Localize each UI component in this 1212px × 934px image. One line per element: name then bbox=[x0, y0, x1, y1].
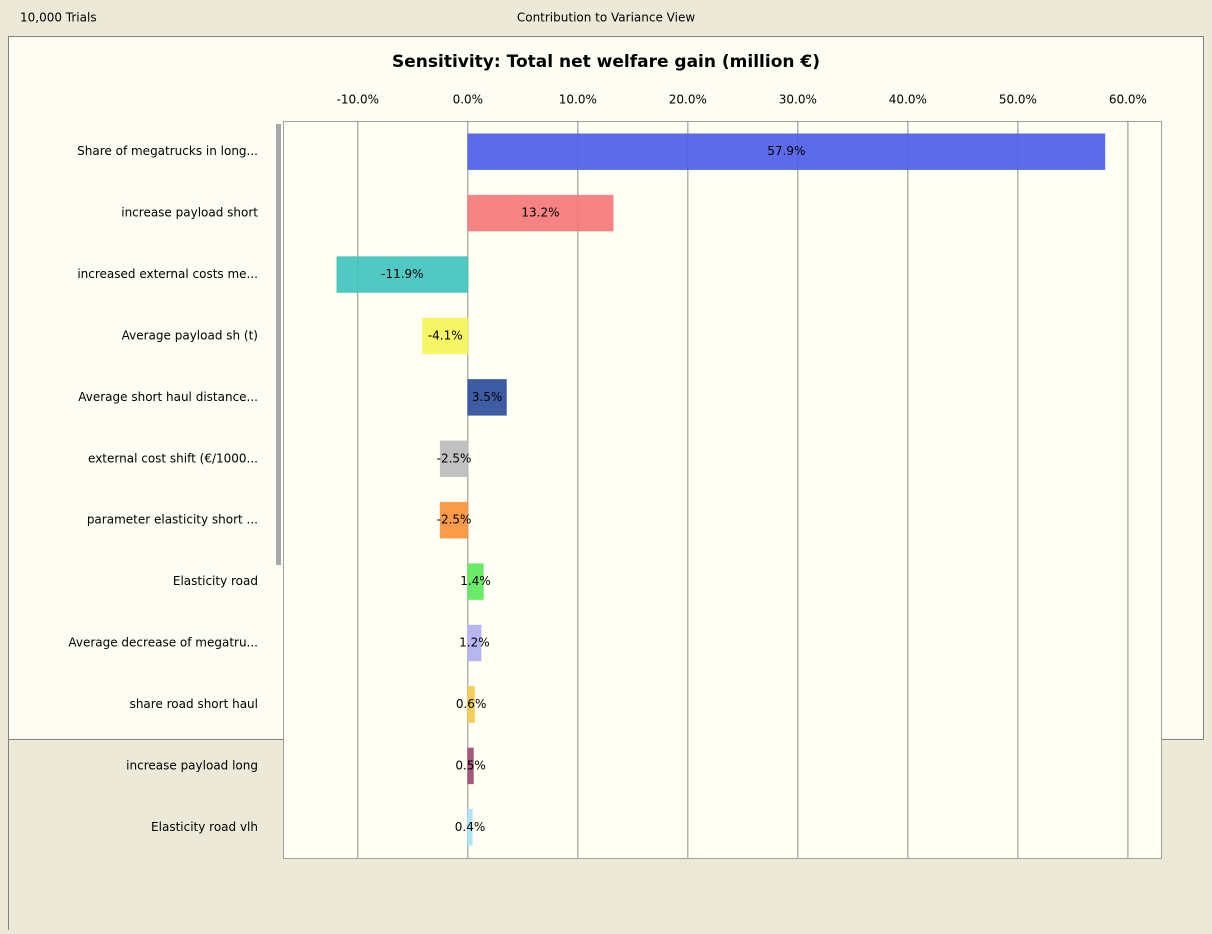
bar bbox=[467, 563, 484, 600]
data-label: -11.9% bbox=[381, 267, 423, 281]
bar bbox=[467, 379, 507, 416]
plot-area bbox=[283, 121, 1162, 859]
chart-title: Sensitivity: Total net welfare gain (mil… bbox=[392, 52, 820, 72]
x-tick-label: 50.0% bbox=[999, 93, 1037, 107]
x-tick-label: 30.0% bbox=[779, 93, 817, 107]
data-label: -2.5% bbox=[437, 513, 472, 527]
bar bbox=[467, 624, 482, 662]
bar bbox=[439, 440, 469, 478]
data-label: 0.6% bbox=[456, 697, 487, 711]
bar bbox=[467, 747, 474, 785]
y-tick-label: Average short haul distance... bbox=[78, 390, 258, 404]
x-tick-label: 0.0% bbox=[453, 93, 484, 107]
bar bbox=[439, 501, 469, 539]
data-label: 0.5% bbox=[455, 758, 486, 772]
y-tick-label: parameter elasticity short ... bbox=[87, 513, 258, 527]
view-label: Contribution to Variance View bbox=[517, 11, 695, 25]
data-label: 1.4% bbox=[460, 574, 491, 588]
x-tick-label: 40.0% bbox=[889, 93, 927, 107]
y-tick-label: increased external costs me... bbox=[77, 267, 258, 281]
y-tick-label: Average payload sh (t) bbox=[122, 328, 258, 342]
data-label: 0.4% bbox=[455, 820, 486, 834]
x-tick-label: 60.0% bbox=[1109, 93, 1147, 107]
bar bbox=[467, 194, 614, 232]
bar bbox=[422, 317, 469, 355]
data-label: 1.2% bbox=[459, 636, 490, 650]
y-tick-label: external cost shift (€/1000... bbox=[88, 451, 258, 465]
data-label: -4.1% bbox=[428, 328, 463, 342]
data-label: 57.9% bbox=[767, 144, 805, 158]
trials-label: 10,000 Trials bbox=[20, 11, 97, 25]
data-label: 3.5% bbox=[472, 390, 503, 404]
y-tick-label: increase payload short bbox=[121, 206, 258, 220]
y-tick-label: Average decrease of megatru... bbox=[68, 636, 258, 650]
bar bbox=[467, 133, 1106, 171]
x-tick-label: 10.0% bbox=[559, 93, 597, 107]
data-label: 13.2% bbox=[521, 206, 559, 220]
x-tick-label: -10.0% bbox=[337, 93, 379, 107]
y-tick-label: Elasticity road vlh bbox=[151, 820, 258, 834]
scrollbar bbox=[276, 124, 281, 565]
y-tick-label: increase payload long bbox=[126, 758, 258, 772]
bar bbox=[467, 808, 473, 846]
y-tick-label: share road short haul bbox=[130, 697, 258, 711]
y-tick-label: Share of megatrucks in long... bbox=[77, 144, 258, 158]
x-tick-label: 20.0% bbox=[669, 93, 707, 107]
data-label: -2.5% bbox=[437, 451, 472, 465]
bar bbox=[336, 256, 469, 293]
y-tick-label: Elasticity road bbox=[173, 574, 258, 588]
bar bbox=[467, 686, 475, 723]
